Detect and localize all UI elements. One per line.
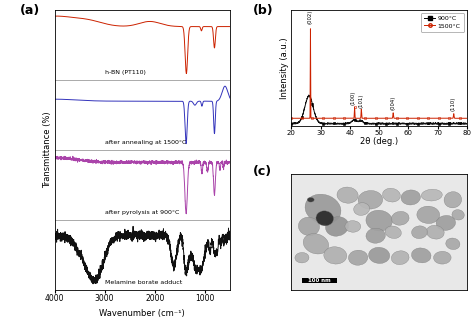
Text: (110): (110): [450, 97, 456, 111]
Ellipse shape: [366, 228, 385, 243]
Ellipse shape: [427, 225, 444, 239]
Ellipse shape: [295, 253, 309, 263]
Ellipse shape: [324, 247, 347, 264]
Ellipse shape: [434, 251, 451, 264]
Ellipse shape: [303, 234, 329, 254]
Ellipse shape: [337, 187, 358, 203]
Ellipse shape: [421, 189, 442, 201]
Ellipse shape: [436, 215, 456, 230]
Ellipse shape: [354, 203, 370, 215]
Text: after pyrolysis at 900°C: after pyrolysis at 900°C: [105, 210, 179, 215]
Ellipse shape: [326, 217, 348, 236]
Ellipse shape: [366, 210, 392, 231]
Y-axis label: Transmittance (%): Transmittance (%): [43, 111, 52, 188]
Ellipse shape: [348, 250, 368, 265]
Ellipse shape: [401, 190, 420, 205]
Legend: 900°C, 1500°C: 900°C, 1500°C: [421, 13, 464, 32]
Ellipse shape: [299, 217, 319, 236]
Ellipse shape: [358, 190, 383, 209]
X-axis label: 2θ (deg.): 2θ (deg.): [360, 137, 398, 146]
Ellipse shape: [444, 192, 462, 208]
Ellipse shape: [417, 206, 440, 224]
Ellipse shape: [452, 210, 465, 220]
Text: (100): (100): [351, 91, 356, 105]
Ellipse shape: [392, 251, 409, 265]
X-axis label: Wavenumber (cm⁻¹): Wavenumber (cm⁻¹): [100, 309, 185, 318]
Ellipse shape: [345, 221, 361, 232]
Ellipse shape: [446, 238, 460, 250]
Text: (b): (b): [253, 4, 273, 17]
Ellipse shape: [392, 211, 409, 225]
Y-axis label: Intensity (a.u.): Intensity (a.u.): [280, 37, 289, 98]
Ellipse shape: [411, 248, 431, 263]
Ellipse shape: [307, 198, 314, 202]
Text: h-BN (PT110): h-BN (PT110): [105, 70, 146, 75]
Ellipse shape: [383, 188, 401, 202]
Ellipse shape: [411, 226, 428, 239]
Text: Melamine borate adduct: Melamine borate adduct: [105, 280, 182, 285]
Text: (004): (004): [391, 96, 396, 111]
Bar: [302, 278, 337, 283]
Ellipse shape: [316, 211, 334, 226]
Ellipse shape: [385, 226, 401, 238]
Text: after annealing at 1500°C: after annealing at 1500°C: [105, 140, 186, 145]
Text: (a): (a): [19, 4, 40, 17]
Text: (002): (002): [308, 10, 313, 24]
Text: (101): (101): [359, 93, 364, 108]
Ellipse shape: [369, 247, 390, 263]
Text: (c): (c): [253, 165, 272, 178]
Text: 100 nm: 100 nm: [308, 278, 331, 283]
Ellipse shape: [305, 194, 341, 224]
